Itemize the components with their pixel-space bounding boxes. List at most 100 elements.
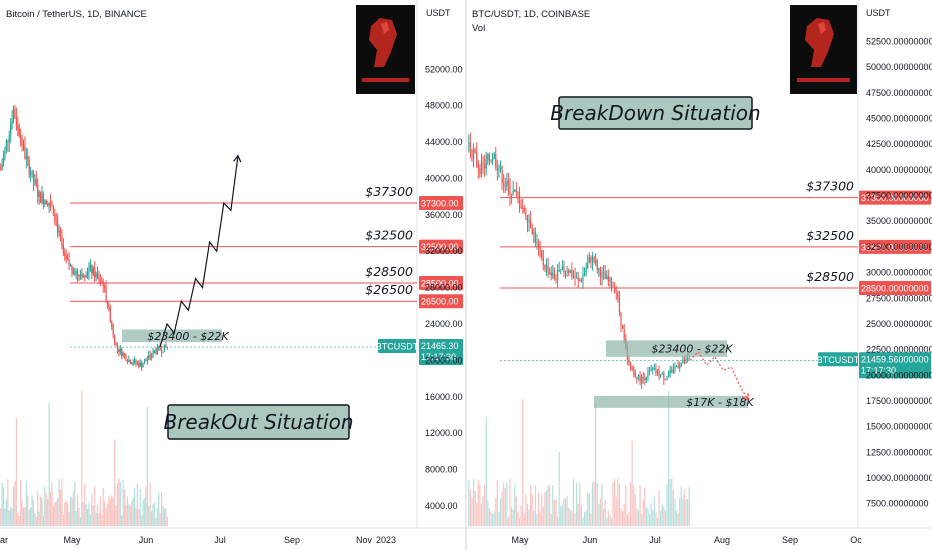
- candle-body: [48, 202, 50, 206]
- candle-body: [114, 334, 116, 343]
- volume-bar: [563, 498, 565, 526]
- volume-bar: [504, 487, 506, 526]
- volume-bar: [553, 500, 556, 526]
- right-currency-label: USDT: [866, 8, 891, 18]
- candle-body: [623, 328, 625, 339]
- volume-bar: [138, 509, 140, 526]
- candle-body: [645, 377, 647, 381]
- y-tick-label: 50000.00000000: [866, 62, 932, 72]
- volume-bar: [21, 500, 23, 526]
- volume-bar: [677, 513, 679, 526]
- volume-bar: [564, 498, 567, 526]
- candle-body: [517, 192, 519, 196]
- volume-bar: [71, 497, 73, 526]
- volume-bar: [111, 495, 113, 526]
- volume-bar: [625, 485, 627, 526]
- volume-bar: [583, 512, 586, 526]
- candle-body: [72, 269, 74, 274]
- volume-bar: [675, 510, 678, 526]
- left-y-axis: 4000.00 8000.00 12000.00 16000.00 20000.00 24…: [425, 64, 463, 511]
- volume-bar: [48, 403, 50, 526]
- volume-bar: [32, 499, 35, 526]
- candle-body: [479, 167, 481, 175]
- volume-bar: [68, 511, 70, 526]
- candle-body: [629, 364, 632, 368]
- left-level-lines: $37300 37300.00 $32500 32500.00 $28500 28500.…: [70, 184, 463, 366]
- candle-body: [42, 194, 45, 205]
- candle-body: [566, 270, 568, 272]
- left-chart-panel: $37300 37300.00 $32500 32500.00 $28500 28500.…: [0, 5, 463, 545]
- candle-body: [126, 360, 129, 362]
- volume-bar: [72, 491, 74, 526]
- volume-bar: [645, 507, 647, 526]
- volume-bar: [479, 484, 481, 526]
- volume-bar: [41, 498, 43, 526]
- candle-body: [152, 350, 154, 355]
- volume-bar: [54, 502, 56, 526]
- candle-body: [523, 208, 525, 213]
- volume-bar: [488, 507, 491, 526]
- candle-body: [480, 162, 483, 175]
- volume-bar: [547, 486, 549, 526]
- situation-box: [558, 96, 753, 130]
- volume-bar: [153, 502, 156, 526]
- candle-body: [105, 286, 107, 301]
- volume-bar: [661, 504, 663, 526]
- candle-body: [599, 268, 602, 278]
- volume-bar: [499, 498, 502, 526]
- candle-body: [64, 252, 66, 256]
- candle-body: [69, 264, 72, 266]
- volume-bar: [582, 517, 584, 526]
- candle-body: [17, 125, 19, 129]
- candle-body: [661, 373, 663, 375]
- support-zone-label: $17K - $18K: [686, 396, 754, 409]
- candle-body: [675, 365, 678, 367]
- candle-body: [24, 144, 26, 159]
- candle-body: [89, 265, 92, 269]
- volume-bar: [531, 494, 533, 526]
- candle-body: [491, 158, 494, 162]
- candle-body: [547, 265, 549, 274]
- current-price-value: 21459.56000000: [861, 354, 929, 364]
- level-label: $32500: [806, 228, 854, 243]
- candle-body: [74, 273, 76, 275]
- volume-bar: [141, 515, 143, 526]
- level-price-tag: [419, 294, 463, 309]
- level-price-tag-text: 28500.00000000: [861, 283, 929, 293]
- volume-bar: [45, 493, 47, 526]
- candle-body: [530, 220, 532, 228]
- volume-bar: [666, 483, 668, 526]
- volume-bar: [517, 511, 519, 526]
- candle-body: [528, 220, 530, 223]
- x-tick-label: Nov: [356, 535, 373, 545]
- volume-bar: [74, 481, 76, 526]
- volume-bar: [88, 502, 90, 526]
- volume-bar: [629, 482, 632, 526]
- candle-body: [41, 194, 43, 203]
- volume-bar: [639, 485, 641, 526]
- volume-bar: [132, 497, 134, 526]
- left-projection: BreakOut Situation: [159, 154, 354, 440]
- candle-body: [82, 275, 84, 277]
- candle-body: [44, 201, 46, 205]
- current-price-tag: [859, 352, 931, 379]
- right-chart-panel: $37300 37300.00000000 $32500 32500.00000000…: [468, 5, 932, 545]
- y-tick-label: 16000.00: [425, 392, 463, 402]
- volume-bar: [566, 496, 568, 526]
- volume-bar: [626, 514, 628, 526]
- volume-bar: [142, 499, 144, 526]
- candle-body: [553, 272, 556, 279]
- volume-bar: [20, 479, 22, 526]
- volume-bar: [498, 512, 500, 526]
- volume-bar: [612, 482, 614, 526]
- volume-bar: [7, 479, 9, 526]
- candle-body: [484, 164, 486, 169]
- candle-body: [542, 257, 544, 266]
- candle-body: [648, 370, 651, 372]
- volume-bar: [561, 505, 563, 526]
- candle-body: [61, 237, 63, 245]
- candle-body: [109, 307, 111, 322]
- candle-body: [683, 359, 686, 364]
- volume-bar: [606, 517, 608, 526]
- candle-body: [86, 272, 89, 276]
